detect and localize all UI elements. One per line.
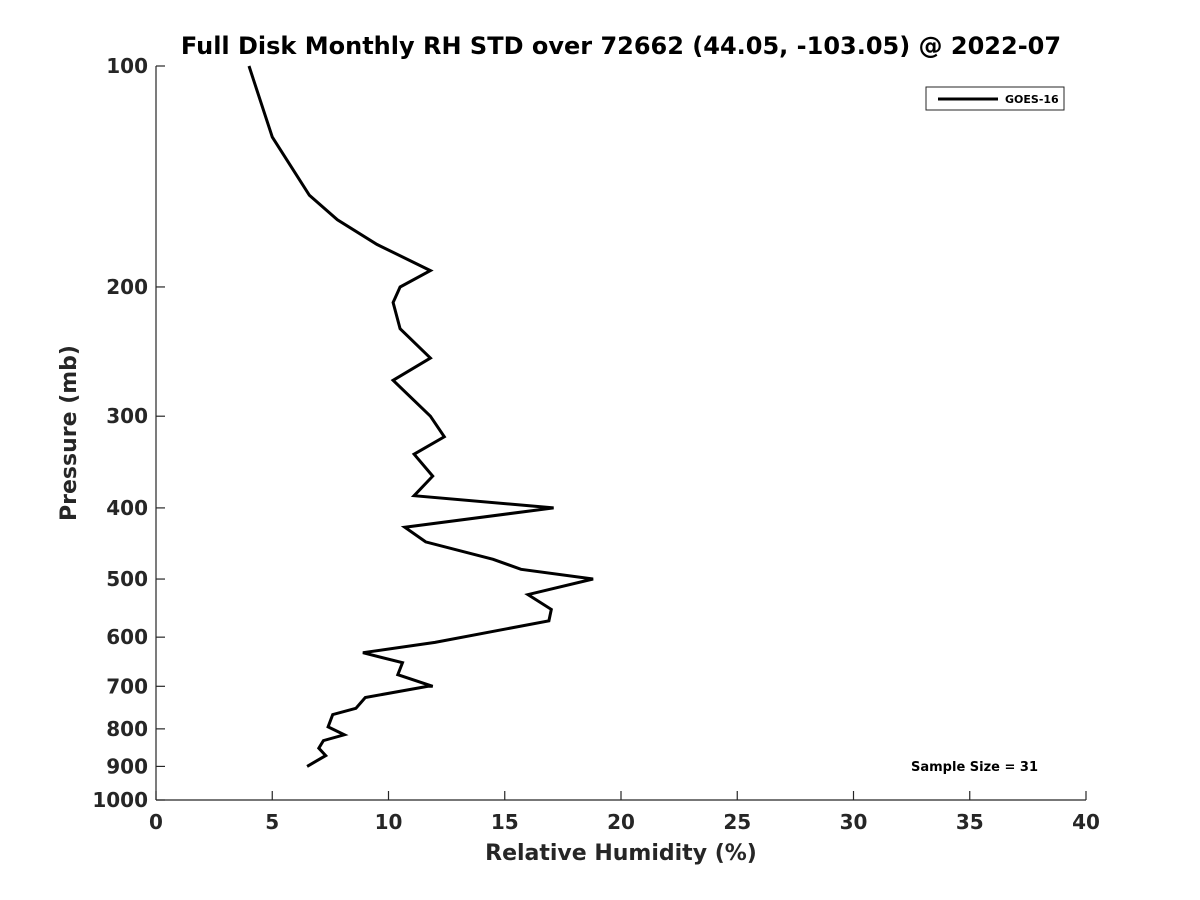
legend-label-goes-16: GOES-16 [1005,93,1059,106]
y-tick-label: 900 [106,754,148,778]
x-tick-label: 40 [1072,810,1100,834]
y-tick-label: 800 [106,717,148,741]
y-tick-label: 300 [106,404,148,428]
x-tick-label: 35 [956,810,984,834]
sample-size-annotation: Sample Size = 31 [911,760,1038,775]
y-ticks: 100 200 300 400 500 600 700 800 900 1000 [92,54,165,812]
x-ticks: 0 5 10 15 20 25 30 35 40 [149,791,1100,834]
chart-title: Full Disk Monthly RH STD over 72662 (44.… [181,32,1061,60]
y-tick-label: 1000 [92,788,148,812]
y-tick-label: 100 [106,54,148,78]
y-tick-label: 400 [106,496,148,520]
x-tick-label: 0 [149,810,163,834]
x-tick-label: 30 [840,810,868,834]
y-tick-label: 200 [106,275,148,299]
y-tick-label: 700 [106,674,148,698]
series-line-goes-16 [247,65,594,768]
y-axis-label: Pressure (mb) [57,345,82,521]
y-tick-label: 500 [106,567,148,591]
legend: GOES-16 [925,86,1065,111]
x-tick-label: 15 [491,810,519,834]
x-tick-label: 20 [607,810,635,834]
x-tick-label: 25 [723,810,751,834]
x-tick-label: 10 [375,810,403,834]
x-tick-label: 5 [265,810,279,834]
y-tick-label: 600 [106,625,148,649]
series-group [247,65,594,768]
x-axis-label: Relative Humidity (%) [485,841,757,866]
